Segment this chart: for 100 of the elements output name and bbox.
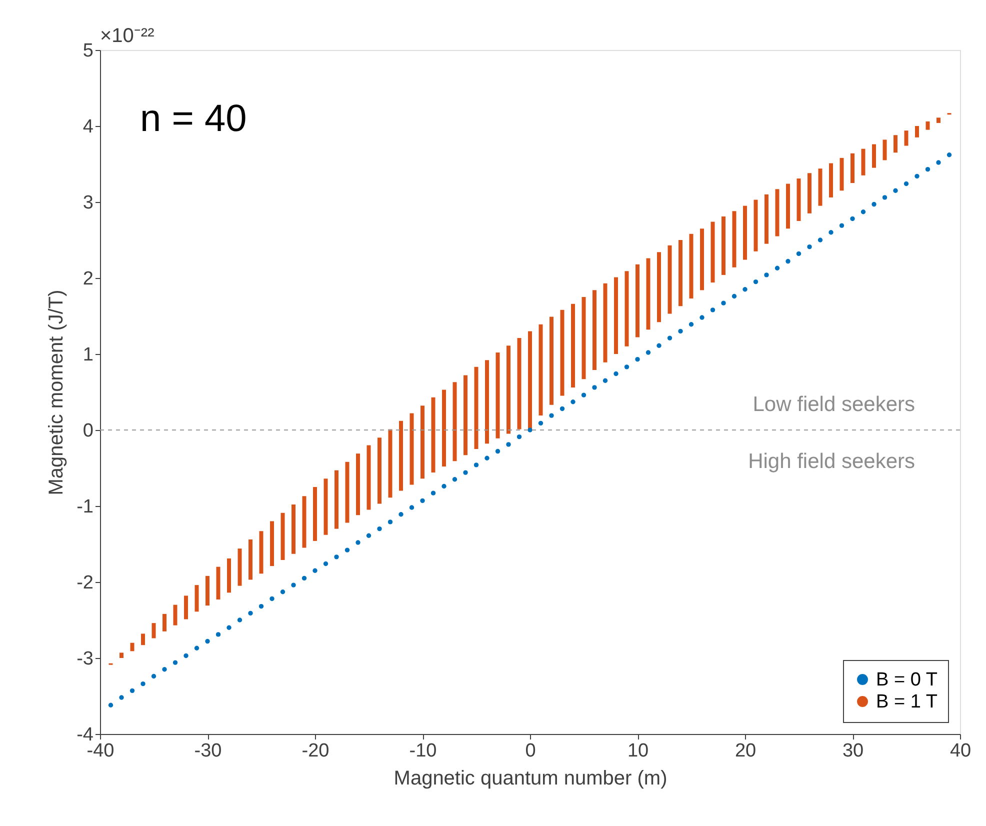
y-axis-title: Magnetic moment (J/T) — [46, 290, 68, 496]
x-tick-label: -10 — [409, 740, 437, 762]
y-tick-label: 4 — [82, 116, 94, 138]
bar — [624, 271, 629, 346]
bar — [496, 352, 500, 438]
bar — [173, 604, 178, 626]
y-tick-label: -2 — [76, 572, 94, 594]
x-tick-label: -20 — [302, 740, 330, 762]
bar — [302, 496, 306, 548]
bar — [238, 548, 242, 586]
y-tick-label: -1 — [76, 496, 94, 518]
x-tick-label: -30 — [194, 740, 222, 762]
x-tick-label: 20 — [734, 740, 756, 762]
bar — [668, 245, 672, 314]
bar — [829, 163, 833, 198]
bar — [452, 382, 457, 462]
x-tick-label: 40 — [950, 740, 972, 762]
bar — [614, 277, 618, 354]
x-tick-label: 0 — [525, 740, 536, 762]
bar — [808, 173, 812, 214]
bar — [678, 240, 682, 306]
bar — [700, 228, 704, 290]
y-tick-label: 3 — [82, 192, 94, 214]
bar — [915, 126, 919, 138]
x-axis-title: Magnetic quantum number (m) — [394, 768, 668, 790]
bar — [388, 429, 392, 498]
bar — [538, 324, 543, 416]
bar — [280, 512, 285, 560]
bar — [464, 375, 468, 456]
bar — [485, 360, 489, 444]
legend-label: B = 0 T — [876, 670, 938, 690]
y-tick-label: 2 — [82, 268, 94, 290]
bar — [850, 153, 854, 183]
x-tick-label: 30 — [842, 740, 864, 762]
bar — [926, 121, 930, 130]
bar — [313, 487, 317, 541]
x-tick-label: 10 — [627, 740, 649, 762]
bar — [152, 623, 156, 638]
bar — [732, 211, 736, 268]
y-tick-label: 0 — [82, 420, 94, 442]
bar — [194, 585, 199, 612]
bar — [775, 189, 780, 236]
bar — [786, 184, 790, 229]
bar — [743, 206, 747, 260]
bar — [227, 558, 231, 593]
bar — [517, 338, 522, 430]
annotation: High field seekers — [748, 450, 915, 473]
bar — [334, 470, 338, 529]
bar — [506, 346, 510, 434]
bar — [130, 642, 134, 652]
bar — [796, 178, 801, 221]
bar — [710, 222, 715, 283]
y-tick-label: 5 — [82, 40, 94, 62]
bar — [410, 413, 414, 485]
bar — [840, 158, 844, 191]
bar — [657, 252, 661, 322]
bar — [141, 634, 145, 646]
annotation: n = 40 — [140, 98, 247, 140]
bar — [120, 652, 124, 658]
bar — [936, 118, 940, 123]
y-tick-label: -3 — [76, 648, 94, 670]
bar — [206, 576, 210, 606]
annotation: Low field seekers — [752, 393, 915, 416]
bar — [420, 406, 424, 479]
text: ×10⁻²² — [100, 25, 155, 47]
bar — [689, 234, 694, 299]
y-tick-label: 1 — [82, 344, 94, 366]
bar — [378, 438, 382, 504]
bar — [184, 596, 188, 620]
bar — [818, 168, 822, 206]
bar — [582, 297, 586, 380]
bar — [646, 258, 650, 330]
bar — [550, 316, 554, 405]
bar — [722, 216, 726, 275]
bar — [754, 200, 758, 252]
bar — [216, 566, 220, 600]
bar — [474, 366, 478, 449]
bar — [882, 140, 887, 160]
bar — [366, 445, 371, 510]
bar — [636, 264, 640, 338]
bar — [345, 462, 350, 523]
bar — [356, 454, 360, 516]
bar — [904, 130, 908, 146]
bar — [861, 148, 866, 176]
bar — [442, 390, 446, 466]
bar — [248, 539, 252, 580]
bar — [431, 397, 436, 473]
bar — [560, 310, 564, 396]
bar — [259, 531, 264, 574]
bar — [872, 144, 876, 168]
bar — [894, 135, 898, 153]
bar — [292, 504, 296, 554]
bar — [399, 420, 403, 491]
bar — [603, 283, 608, 362]
bar — [592, 290, 596, 370]
bar — [324, 478, 328, 535]
bar — [571, 304, 575, 388]
bar — [162, 614, 166, 632]
bar — [270, 521, 274, 566]
bar — [764, 194, 768, 244]
